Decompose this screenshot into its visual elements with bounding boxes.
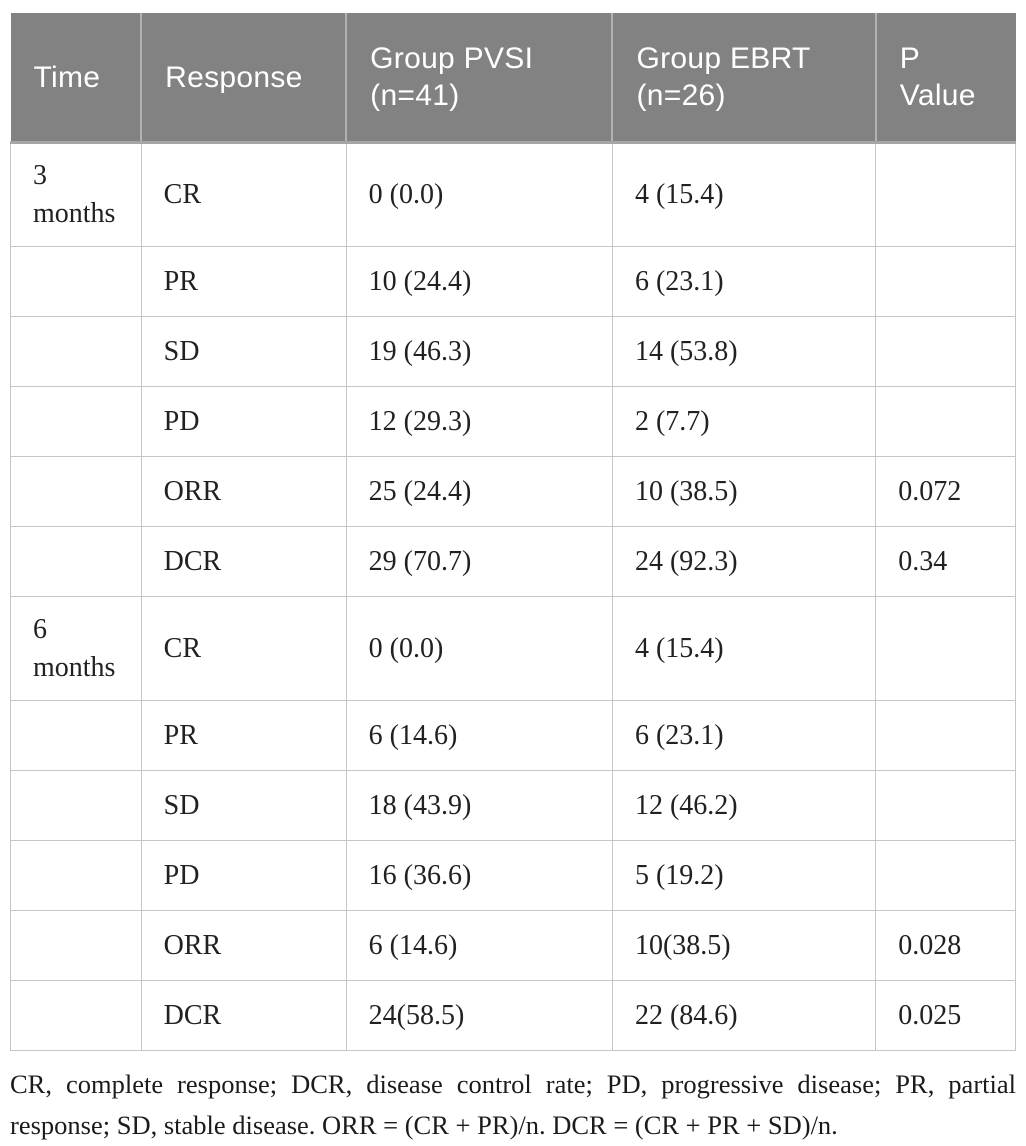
ebrt-value-cell: 22 (84.6) [611,980,877,1051]
ebrt-value-cell: 24 (92.3) [611,526,877,597]
time-cell [10,980,142,1051]
p-value-cell [875,142,1016,247]
pvsi-value-cell: 25 (24.4) [345,456,613,527]
pvsi-value-cell: 0 (0.0) [345,142,613,247]
response-results-table: Time Response Group PVSI (n=41) Group EB… [10,13,1016,1051]
column-header-group-pvsi: Group PVSI (n=41) [346,13,614,144]
ebrt-value-cell: 2 (7.7) [611,386,877,457]
p-value-cell [875,386,1016,457]
pvsi-value-cell: 12 (29.3) [345,386,613,457]
time-cell [10,770,142,841]
response-cell: PR [140,246,347,317]
ebrt-value-cell: 10(38.5) [611,910,877,981]
p-value-cell: 0.072 [875,456,1016,527]
ebrt-value-cell: 4 (15.4) [611,142,877,247]
table-row: 6 months CR 0 (0.0) 4 (15.4) [10,596,1016,701]
p-value-cell [875,596,1016,701]
pvsi-value-cell: 6 (14.6) [345,700,613,771]
pvsi-value-cell: 0 (0.0) [345,596,613,701]
response-cell: SD [140,770,347,841]
p-value-cell [875,316,1016,387]
ebrt-value-cell: 6 (23.1) [611,246,877,317]
footnote-line: CR, complete response; DCR, disease cont… [10,1069,1016,1099]
p-value-cell: 0.34 [875,526,1016,597]
p-value-cell [875,770,1016,841]
pvsi-value-cell: 24(58.5) [345,980,613,1051]
table-header: Time Response Group PVSI (n=41) Group EB… [10,13,1016,144]
table-row: 3 months CR 0 (0.0) 4 (15.4) [10,142,1016,247]
response-cell: SD [140,316,347,387]
table-row: ORR 25 (24.4) 10 (38.5) 0.072 [10,456,1016,527]
response-cell: ORR [140,910,347,981]
response-cell: PR [140,700,347,771]
table-row: ORR 6 (14.6) 10(38.5) 0.028 [10,910,1016,981]
column-header-group-ebrt: Group EBRT (n=26) [612,13,877,144]
ebrt-value-cell: 10 (38.5) [611,456,877,527]
column-header-response: Response [141,13,348,144]
pvsi-value-cell: 16 (36.6) [345,840,613,911]
time-cell [10,526,142,597]
column-header-time: Time [10,13,143,144]
ebrt-value-cell: 14 (53.8) [611,316,877,387]
time-cell [10,316,142,387]
pvsi-value-cell: 6 (14.6) [345,910,613,981]
p-value-cell [875,700,1016,771]
pvsi-value-cell: 18 (43.9) [345,770,613,841]
table-body: 3 months CR 0 (0.0) 4 (15.4) PR 10 (24.4… [10,142,1016,1051]
pvsi-value-cell: 19 (46.3) [345,316,613,387]
time-cell: 3 months [10,142,142,247]
ebrt-value-cell: 4 (15.4) [611,596,877,701]
table-row: SD 19 (46.3) 14 (53.8) [10,316,1016,387]
response-cell: DCR [140,980,347,1051]
p-value-cell: 0.025 [875,980,1016,1051]
table-row: PD 12 (29.3) 2 (7.7) [10,386,1016,457]
table-row: PR 6 (14.6) 6 (23.1) [10,700,1016,771]
time-cell [10,386,142,457]
response-cell: DCR [140,526,347,597]
response-cell: PD [140,840,347,911]
time-cell [10,840,142,911]
response-cell: ORR [140,456,347,527]
response-cell: PD [140,386,347,457]
p-value-cell: 0.028 [875,910,1016,981]
time-cell [10,456,142,527]
ebrt-value-cell: 6 (23.1) [611,700,877,771]
time-cell [10,700,142,771]
footnote-line: response; SD, stable disease. ORR = (CR … [10,1110,838,1140]
p-value-cell [875,246,1016,317]
response-cell: CR [140,142,347,247]
time-cell [10,246,142,317]
ebrt-value-cell: 12 (46.2) [611,770,877,841]
column-header-p-value: P Value [875,13,1016,144]
table-row: DCR 24(58.5) 22 (84.6) 0.025 [10,980,1016,1051]
table-row: PD 16 (36.6) 5 (19.2) [10,840,1016,911]
pvsi-value-cell: 10 (24.4) [345,246,613,317]
ebrt-value-cell: 5 (19.2) [611,840,877,911]
table-row: DCR 29 (70.7) 24 (92.3) 0.34 [10,526,1016,597]
time-cell [10,910,142,981]
response-cell: CR [140,596,347,701]
time-cell: 6 months [10,596,142,701]
table-footnote: CR, complete response; DCR, disease cont… [10,1064,1016,1146]
table-row: SD 18 (43.9) 12 (46.2) [10,770,1016,841]
pvsi-value-cell: 29 (70.7) [345,526,613,597]
p-value-cell [875,840,1016,911]
table-row: PR 10 (24.4) 6 (23.1) [10,246,1016,317]
